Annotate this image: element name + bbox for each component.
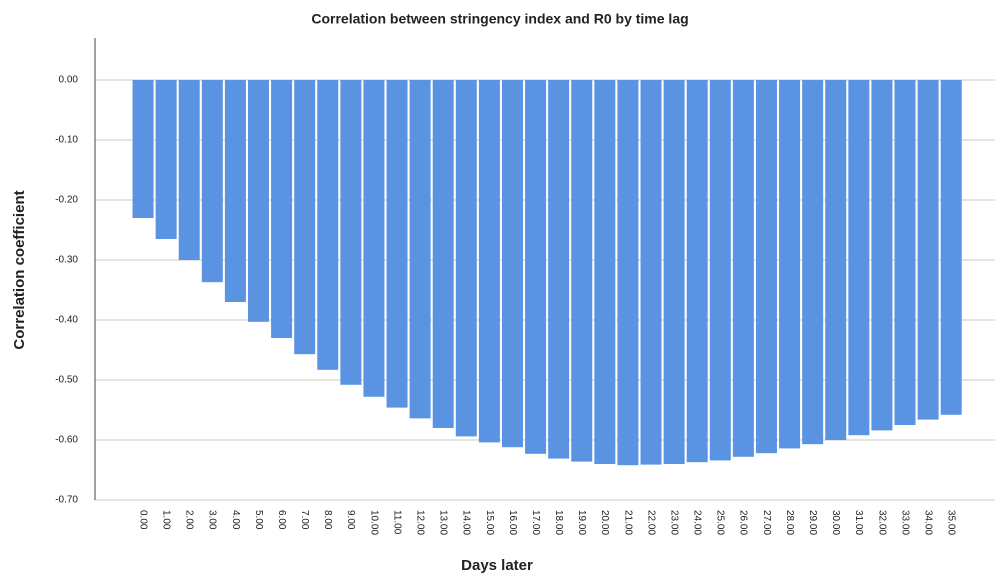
bar [525,80,547,454]
x-tick-label: 27.00 [761,510,772,535]
bar [617,80,639,466]
bar [294,80,316,355]
y-tick-label: -0.10 [55,135,78,146]
x-tick-label: 31.00 [853,510,864,535]
y-tick-label: -0.40 [55,315,78,326]
x-tick-label: 23.00 [668,510,679,535]
bar [802,80,824,445]
chart-title: Correlation between stringency index and… [311,11,688,27]
bar [848,80,870,436]
bar [155,80,177,239]
bar [132,80,154,218]
x-tick-label: 3.00 [207,510,218,530]
x-tick-label: 10.00 [368,510,379,535]
bar [201,80,223,283]
bar [224,80,246,302]
bar [917,80,939,420]
bar [432,80,454,428]
bar [594,80,616,464]
x-tick-label: 24.00 [692,510,703,535]
x-tick-label: 32.00 [876,510,887,535]
bar [548,80,570,459]
x-tick-label: 11.00 [391,510,402,535]
y-tick-label: -0.30 [55,255,78,266]
y-tick-label: -0.60 [55,435,78,446]
x-tick-label: 33.00 [899,510,910,535]
bar [247,80,269,322]
x-tick-label: 28.00 [784,510,795,535]
bar [755,80,777,454]
x-tick-label: 0.00 [137,510,148,530]
bar [178,80,200,260]
bar [386,80,408,408]
bar [455,80,477,437]
x-tick-label: 25.00 [715,510,726,535]
x-tick-label: 30.00 [830,510,841,535]
x-tick-label: 26.00 [738,510,749,535]
bar [571,80,593,462]
y-tick-label: -0.50 [55,375,78,386]
x-tick-label: 6.00 [276,510,287,530]
x-tick-label: 19.00 [576,510,587,535]
x-axis-title: Days later [461,557,533,574]
x-tick-label: 22.00 [645,510,656,535]
x-tick-label: 21.00 [622,510,633,535]
x-tick-label: 2.00 [184,510,195,530]
x-tick-label: 13.00 [438,510,449,535]
bar [409,80,431,419]
bar [894,80,916,425]
x-tick-label: 1.00 [160,510,171,530]
bar [663,80,685,464]
bar [709,80,731,461]
x-tick-label: 4.00 [230,510,241,530]
x-tick-label: 14.00 [461,510,472,535]
bar [501,80,523,448]
x-tick-label: 9.00 [345,510,356,530]
y-axis-title: Correlation coefficient [11,190,28,349]
x-tick-label: 17.00 [530,510,541,535]
x-tick-label: 7.00 [299,510,310,530]
bar [478,80,500,443]
x-tick-label: 35.00 [946,510,957,535]
x-tick-label: 8.00 [322,510,333,530]
bar [732,80,754,457]
y-tick-label: -0.20 [55,195,78,206]
x-tick-label: 18.00 [553,510,564,535]
x-tick-label: 34.00 [922,510,933,535]
y-tick-label: -0.70 [55,495,78,506]
x-tick-label: 16.00 [507,510,518,535]
x-tick-label: 12.00 [414,510,425,535]
bar [271,80,293,338]
bar [825,80,847,440]
x-tick-label: 29.00 [807,510,818,535]
bar [340,80,362,385]
x-tick-label: 20.00 [599,510,610,535]
x-tick-label: 5.00 [253,510,264,530]
bar [317,80,339,370]
bar [871,80,893,431]
bar [363,80,385,397]
x-tick-label: 15.00 [484,510,495,535]
y-tick-label: 0.00 [59,75,79,86]
bar [686,80,708,463]
bar [940,80,962,415]
bar [640,80,662,465]
bar [779,80,801,449]
